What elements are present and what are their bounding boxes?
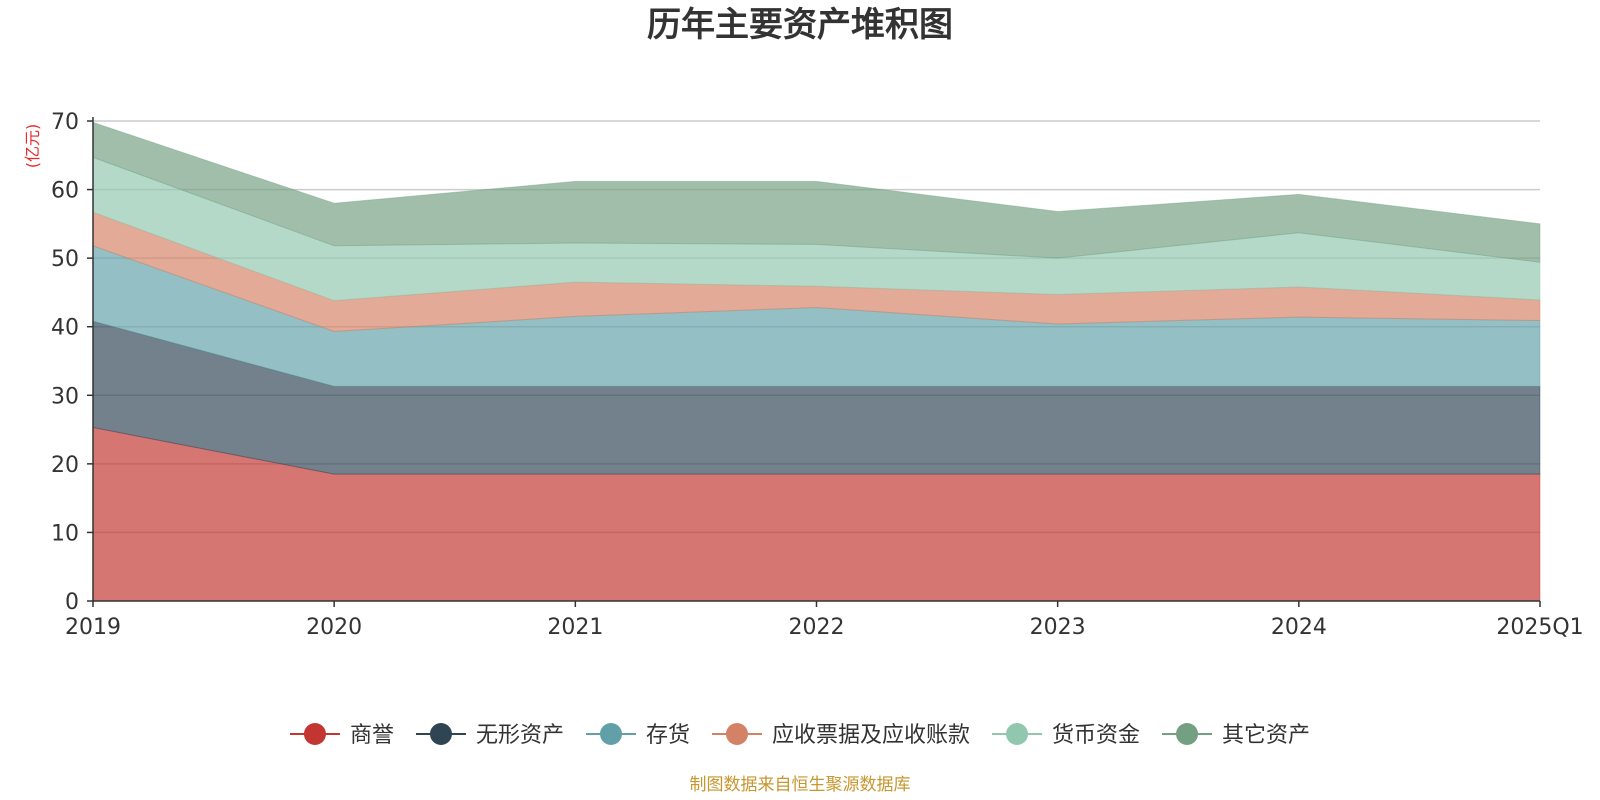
y-tick-label: 50	[51, 247, 79, 272]
legend[interactable]: 商誉 无形资产 存货 应收票据及应收账款 货币资金 其它资产	[289, 723, 1310, 748]
y-tick-label: 60	[51, 179, 79, 204]
legend-item-商誉[interactable]: 商誉	[289, 723, 394, 748]
area-货币资金	[92, 156, 1541, 302]
legend-label: 存货	[646, 723, 690, 748]
x-tick-label: 2023	[1030, 615, 1086, 640]
legend-circle-icon	[1006, 723, 1029, 745]
legend-item-应收票据及应收账款[interactable]: 应收票据及应收账款	[712, 723, 970, 748]
axes: 0 10 20 30 40 50 60 70 2019 2020 2021 2022 2023 2024 2…	[51, 110, 1584, 640]
y-tick-label: 30	[51, 384, 79, 409]
legend-circle-icon	[599, 723, 622, 745]
area-应收票据及应收账款	[92, 211, 1541, 333]
legend-item-存货[interactable]: 存货	[585, 723, 690, 748]
x-tick-label: 2025Q1	[1496, 615, 1583, 640]
x-tick-label: 2021	[547, 615, 603, 640]
legend-item-其它资产[interactable]: 其它资产	[1162, 723, 1310, 748]
x-tick-label: 2020	[306, 615, 362, 640]
area-series	[92, 121, 1541, 602]
x-tick-label: 2019	[65, 615, 121, 640]
legend-circle-icon	[1176, 723, 1199, 745]
y-tick-label: 70	[51, 110, 79, 135]
legend-label: 其它资产	[1222, 723, 1310, 748]
area-其它资产	[92, 121, 1541, 263]
x-tick-label: 2022	[789, 615, 845, 640]
x-tick-label: 2024	[1271, 615, 1327, 640]
legend-label: 无形资产	[476, 723, 564, 748]
data-source-note: 制图数据来自恒生聚源数据库	[690, 775, 911, 795]
legend-label: 商誉	[350, 723, 394, 748]
legend-circle-icon	[303, 723, 326, 745]
y-tick-label: 10	[51, 521, 79, 546]
legend-circle-icon	[726, 723, 748, 745]
y-tick-label: 20	[51, 453, 79, 478]
legend-circle-icon	[429, 723, 452, 745]
legend-item-无形资产[interactable]: 无形资产	[415, 723, 564, 748]
legend-label: 应收票据及应收账款	[772, 723, 970, 748]
y-axis-label: (亿元)	[23, 124, 42, 169]
y-tick-label: 0	[65, 590, 79, 615]
legend-label: 货币资金	[1052, 723, 1140, 748]
legend-item-货币资金[interactable]: 货币资金	[992, 723, 1140, 748]
area-存货	[92, 245, 1541, 387]
y-tick-label: 40	[51, 316, 79, 341]
chart-title: 历年主要资产堆积图	[647, 5, 953, 45]
